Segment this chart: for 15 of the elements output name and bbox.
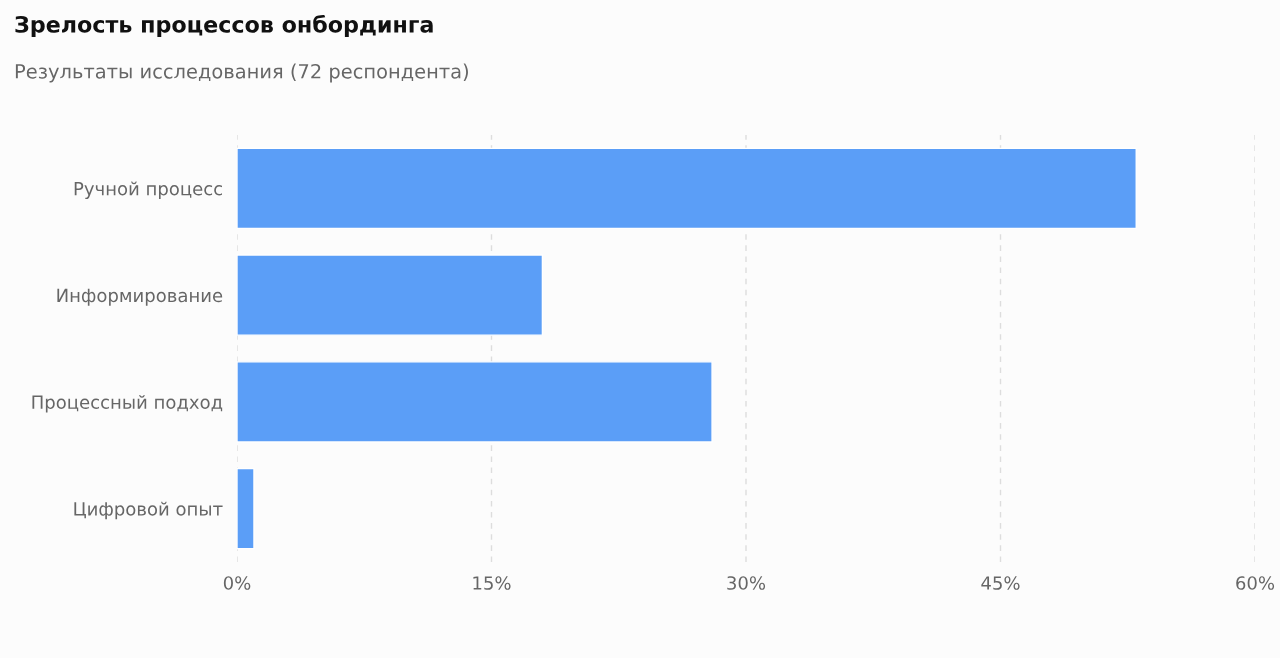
chart-subtitle: Результаты исследования (72 респондента) <box>15 63 468 83</box>
bar <box>237 467 255 550</box>
y-tick-label: Информирование <box>57 288 223 306</box>
bar <box>237 254 544 336</box>
y-tick-label: Ручной процесс <box>74 181 222 199</box>
x-tick-label: 15% <box>473 576 511 590</box>
x-tick-label: 30% <box>727 576 766 590</box>
x-tick-label: 45% <box>981 576 1020 590</box>
x-tick-label: 0% <box>223 576 251 590</box>
bar <box>237 361 713 443</box>
y-tick-label: Цифровой опыт <box>74 501 223 520</box>
y-tick-label: Процессный подход <box>32 395 223 413</box>
chart-title: Зрелость процессов онбординга <box>15 14 433 38</box>
x-tick-label: 60% <box>1236 576 1275 590</box>
bar <box>237 147 1137 230</box>
